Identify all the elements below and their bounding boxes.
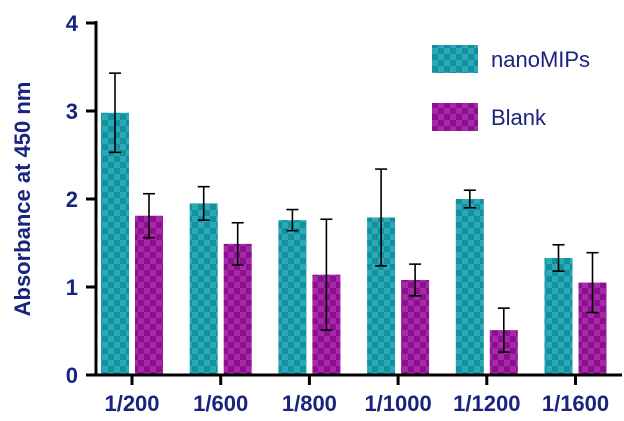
error-bar-Blank-1/800: [320, 218, 333, 331]
bar-nanoMIPs-1/600: [189, 203, 218, 375]
axes-layer: 0 1 2 3 4 1/200 1/600 1/800 1/1000 1/1200 1/1600 Ab…: [10, 11, 622, 416]
x-tick-label: 1/1000: [364, 391, 431, 416]
y-tick-label: 4: [66, 11, 79, 36]
legend-swatch-nanoMIPs: [432, 45, 478, 73]
legend: nanoMIPs Blank: [432, 45, 590, 131]
error-bar-nanoMIPs-1/1600: [552, 243, 565, 272]
x-tick-label: 1/600: [193, 391, 248, 416]
error-bar-Blank-1/1200: [497, 307, 510, 353]
error-bar-Blank-1/1600: [586, 251, 599, 314]
bar-nanoMIPs-1/1200: [455, 199, 484, 375]
error-bar-nanoMIPs-1/600: [197, 185, 210, 221]
error-bar-nanoMIPs-1/1200: [463, 189, 476, 209]
error-bars-layer: [109, 72, 599, 353]
bar-nanoMIPs-1/800: [278, 220, 307, 375]
legend-swatch-Blank: [432, 103, 478, 131]
error-bar-Blank-1/1000: [409, 263, 422, 297]
error-bar-nanoMIPs-1/200: [109, 72, 121, 154]
error-bar-nanoMIPs-1/800: [286, 208, 299, 232]
legend-label-nanoMIPs: nanoMIPs: [491, 47, 590, 72]
x-tick-label: 1/1600: [542, 391, 609, 416]
y-tick-label: 0: [66, 363, 78, 388]
bars-layer: [101, 112, 607, 375]
error-bar-Blank-1/600: [231, 221, 244, 266]
bar-nanoMIPs-1/1600: [544, 257, 573, 375]
error-bar-nanoMIPs-1/1000: [375, 168, 388, 267]
error-bar-Blank-1/200: [143, 192, 155, 239]
y-tick-label: 1: [66, 275, 78, 300]
bar-nanoMIPs-1/200: [101, 112, 129, 375]
y-tick-label: 3: [66, 99, 78, 124]
legend-label-Blank: Blank: [491, 105, 547, 130]
x-tick-label: 1/800: [282, 391, 337, 416]
bar-Blank-1/200: [135, 215, 163, 375]
x-tick-label: 1/1200: [453, 391, 520, 416]
y-axis-title: Absorbance at 450 nm: [10, 82, 35, 317]
y-tick-label: 2: [66, 187, 78, 212]
x-tick-label: 1/200: [104, 391, 159, 416]
